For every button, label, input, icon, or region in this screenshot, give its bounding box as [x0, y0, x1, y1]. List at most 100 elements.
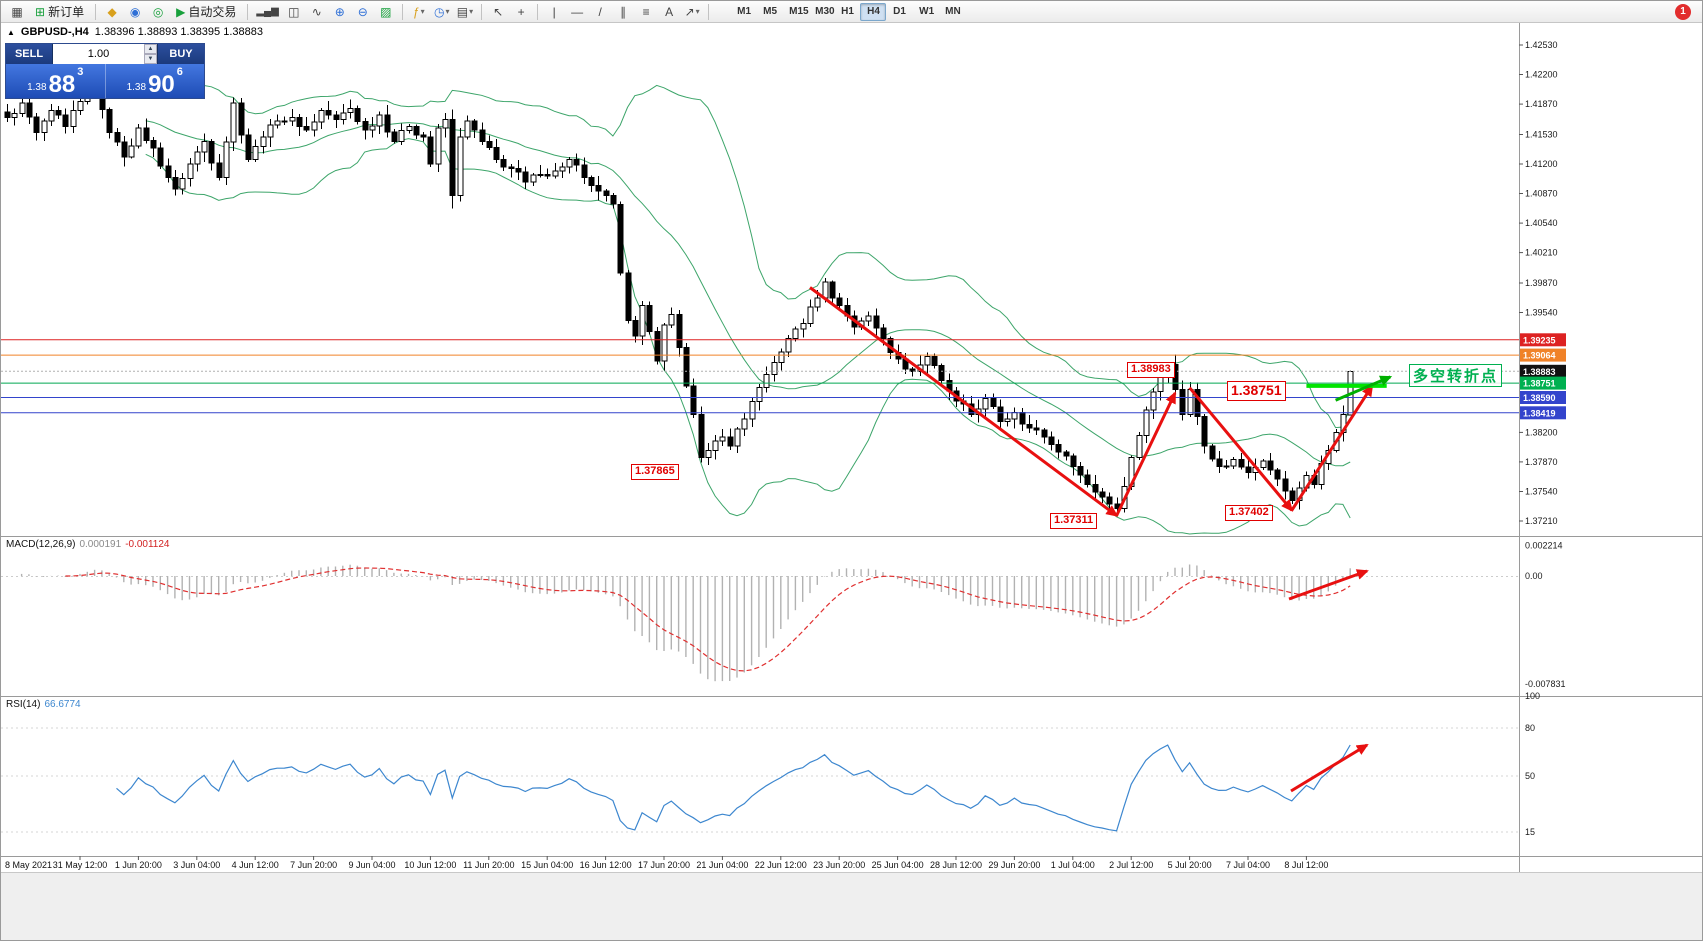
timeframe-m15[interactable]: M15	[782, 3, 808, 21]
horizontal-level-lines[interactable]	[1, 339, 1519, 414]
bar-chart-button[interactable]: ▂▄▆	[253, 2, 281, 22]
tile-windows-button[interactable]: ▨	[375, 2, 397, 22]
rsi-label: RSI(14)	[6, 699, 41, 710]
zoom-out-button[interactable]: ⊖	[352, 2, 374, 22]
new-chart-button[interactable]: ▦	[6, 2, 28, 22]
toolbar-separator	[481, 3, 483, 20]
buy-button[interactable]: BUY	[158, 44, 204, 64]
channel-button[interactable]: ∥	[612, 2, 634, 22]
svg-text:1.38419: 1.38419	[1523, 408, 1556, 418]
timeframe-m1[interactable]: M1	[730, 3, 756, 21]
timeframe-w1[interactable]: W1	[912, 3, 938, 21]
svg-text:28 Jun 12:00: 28 Jun 12:00	[930, 860, 982, 870]
svg-text:9 Jun 04:00: 9 Jun 04:00	[348, 860, 395, 870]
svg-text:15 Jun 04:00: 15 Jun 04:00	[521, 860, 573, 870]
macd-header: MACD(12,26,9) 0.000191 -0.001124	[6, 539, 173, 550]
svg-text:1.38200: 1.38200	[1525, 427, 1558, 437]
collapse-triangle-icon[interactable]: ▲	[7, 27, 15, 37]
vertical-line-button[interactable]: |	[543, 2, 565, 22]
line-chart-icon: ∿	[311, 4, 322, 19]
line-chart-button[interactable]: ∿	[306, 2, 328, 22]
timeframe-h4[interactable]: H4	[860, 2, 887, 21]
rsi-axis-label: 100	[1525, 691, 1540, 701]
candlestick-icon: ◫	[288, 4, 300, 19]
chevron-down-icon: ▾	[445, 7, 450, 16]
price-scale[interactable]: 1.42530 1.42200 1.41870 1.41530 1.41200 1.408…	[1519, 40, 1566, 526]
auto-trading-button[interactable]: ▶ 自动交易	[170, 2, 242, 22]
ohlc-values: 1.38396 1.38893 1.38395 1.38883	[94, 26, 263, 38]
trend-arrows[interactable]	[809, 286, 1374, 793]
trendline-button[interactable]: /	[589, 2, 611, 22]
text-tool-button[interactable]: A	[658, 2, 680, 22]
chart-container: 1.42530 1.42200 1.41870 1.41530 1.41200 1.408…	[1, 23, 1703, 941]
channel-icon: ∥	[620, 4, 627, 19]
terminal-button[interactable]: ◎	[147, 2, 169, 22]
templates-button[interactable]: ▤ ▾	[454, 2, 476, 22]
svg-text:1.41870: 1.41870	[1525, 99, 1558, 109]
indicators-button[interactable]: ƒ ▾	[408, 2, 430, 22]
svg-text:21 Jun 04:00: 21 Jun 04:00	[696, 860, 748, 870]
vertical-line-icon: |	[552, 4, 556, 19]
candlestick-button[interactable]: ◫	[283, 2, 305, 22]
timeframe-d1[interactable]: D1	[886, 3, 912, 21]
one-click-trading-panel: SELL ▲ ▼ BUY 1.38 88 3 1.38	[5, 43, 205, 99]
timeframe-m5[interactable]: M5	[756, 3, 782, 21]
rsi-value: 66.6774	[44, 699, 81, 710]
window-bottom-strip	[1, 872, 1702, 940]
cursor-button[interactable]: ↖	[487, 2, 509, 22]
timeframe-toolbar: M1 M5 M15 M30 H1 H4 D1 W1 MN	[730, 2, 964, 21]
volume-decrease-button[interactable]: ▼	[144, 54, 157, 64]
svg-text:1.38590: 1.38590	[1523, 393, 1556, 403]
toolbar-separator	[247, 3, 249, 20]
chevron-down-icon: ▾	[469, 7, 474, 16]
svg-text:17 Jun 20:00: 17 Jun 20:00	[638, 860, 690, 870]
svg-text:1.39064: 1.39064	[1523, 351, 1556, 361]
volume-spinner: ▲ ▼	[144, 44, 157, 64]
macd-axis-label: 0.00	[1525, 571, 1543, 581]
svg-text:1 Jun 20:00: 1 Jun 20:00	[115, 860, 162, 870]
macd-label: MACD(12,26,9)	[6, 539, 76, 550]
navigator-icon: ◉	[129, 4, 141, 19]
sell-button[interactable]: SELL	[6, 44, 52, 64]
svg-text:4 Jun 12:00: 4 Jun 12:00	[232, 860, 279, 870]
macd-value: 0.000191	[79, 539, 122, 550]
chart-canvas[interactable]: 1.42530 1.42200 1.41870 1.41530 1.41200 1.408…	[1, 23, 1703, 941]
green-arrow[interactable]	[1335, 375, 1393, 402]
notification-badge[interactable]: 1	[1675, 3, 1691, 20]
text-tool-icon: A	[665, 4, 674, 19]
svg-text:1.42530: 1.42530	[1525, 40, 1558, 50]
macd-axis-label: 0.002214	[1525, 541, 1563, 551]
svg-text:1.41200: 1.41200	[1525, 159, 1558, 169]
buy-price-big: 90	[148, 70, 175, 98]
zoom-in-button[interactable]: ⊕	[329, 2, 351, 22]
volume-input[interactable]	[53, 44, 144, 64]
horizontal-line-icon: —	[571, 4, 584, 19]
sell-price-display[interactable]: 1.38 88 3	[6, 64, 106, 98]
macd-histogram	[20, 564, 1351, 682]
fibonacci-button[interactable]: ≡	[635, 2, 657, 22]
svg-text:1.39870: 1.39870	[1525, 278, 1558, 288]
svg-text:1.39235: 1.39235	[1523, 335, 1556, 345]
timeframe-mn[interactable]: MN	[938, 3, 964, 21]
tile-windows-icon: ▨	[380, 4, 392, 19]
svg-text:8 Jul 12:00: 8 Jul 12:00	[1284, 860, 1328, 870]
periods-button[interactable]: ◷ ▾	[431, 2, 453, 22]
horizontal-line-button[interactable]: —	[566, 2, 588, 22]
symbol-period-label: GBPUSD-,H4	[20, 26, 89, 38]
timeframe-h1[interactable]: H1	[834, 3, 860, 21]
zoom-in-icon: ⊕	[334, 4, 345, 19]
toolbar-separator	[708, 3, 710, 20]
arrows-tool-button[interactable]: ↗ ▾	[681, 2, 703, 22]
buy-price-display[interactable]: 1.38 90 6	[106, 64, 205, 98]
crosshair-button[interactable]: +	[510, 2, 532, 22]
volume-increase-button[interactable]: ▲	[144, 44, 157, 54]
zoom-out-icon: ⊖	[357, 4, 368, 19]
navigator-button[interactable]: ◉	[124, 2, 146, 22]
timeframe-m30[interactable]: M30	[808, 3, 834, 21]
svg-text:5 Jul 20:00: 5 Jul 20:00	[1168, 860, 1212, 870]
time-scale[interactable]: 8 May 2021 31 May 12:00 1 Jun 20:00 3 Jun 0…	[5, 856, 1328, 870]
cursor-icon: ↖	[493, 4, 504, 19]
market-watch-button[interactable]: ◆	[101, 2, 123, 22]
new-order-button[interactable]: ⊞ 新订单	[29, 2, 90, 22]
